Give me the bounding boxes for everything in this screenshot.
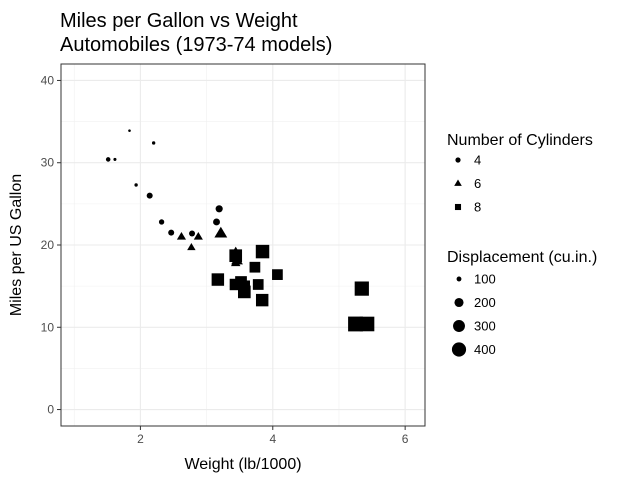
x-tick-label: 2 [137,432,144,446]
data-point [348,316,363,332]
legend-cylinders-title: Number of Cylinders [447,132,593,149]
y-tick-label: 20 [41,238,55,252]
data-point [176,231,187,240]
y-axis-title: Miles per US Gallon [8,174,25,316]
data-point [214,226,228,238]
y-tick-label: 0 [47,403,54,417]
y-tick-label: 40 [41,73,55,87]
legend-cylinders-label: 4 [474,153,481,168]
legend-key-triangle [454,179,462,186]
legend-key-square [454,203,462,211]
legend-displacement-label: 200 [474,295,496,310]
legend-key-size [451,342,467,357]
legend-cylinders-label: 8 [474,200,481,215]
x-tick-label: 6 [402,432,409,446]
legend-key-size [453,320,465,332]
data-point [151,141,156,145]
y-tick-label: 30 [41,156,55,170]
legend-key-circle [455,157,461,163]
legend-cylinders: Number of Cylinders 4 6 8 [447,132,593,215]
y-tick-label: 10 [41,320,55,334]
data-point [252,279,264,290]
axis-ticks: 2 4 6 0 10 20 30 40 [41,73,409,446]
data-point [238,280,250,292]
legend-key-size [454,297,464,308]
data-point [134,183,138,187]
data-point [168,229,175,236]
data-point [354,281,369,296]
legend-cylinders-label: 6 [474,176,481,191]
data-point [249,261,261,273]
data-point [230,246,241,255]
data-point [359,316,375,332]
legend-key-size [456,276,462,282]
legend-displacement-label: 300 [474,319,496,334]
data-point [187,243,196,251]
data-point [105,157,111,162]
data-points [105,129,375,332]
x-axis-title: Weight (lb/1000) [184,456,301,473]
data-point [211,273,225,286]
data-point [255,293,269,307]
data-point [272,269,283,280]
legend-displacement-title: Displacement (cu.in.) [447,249,597,266]
grid [61,64,425,426]
data-point [230,258,241,267]
data-point [113,157,117,161]
data-point [215,205,223,213]
data-point [229,278,242,291]
x-tick-label: 4 [269,432,276,446]
legend-displacement-label: 100 [474,272,496,287]
data-point [193,231,203,240]
legend-displacement: Displacement (cu.in.) 100 200 300 400 [447,249,597,357]
legend-displacement-label: 400 [474,342,496,357]
data-point [158,219,165,225]
data-point [213,218,220,226]
chart-title-line-2: Automobiles (1973-74 models) [60,34,332,56]
chart-title-line-1: Miles per Gallon vs Weight [60,10,298,32]
data-point [146,192,153,199]
data-point [255,244,270,259]
data-point [189,230,196,237]
data-point [128,129,131,132]
